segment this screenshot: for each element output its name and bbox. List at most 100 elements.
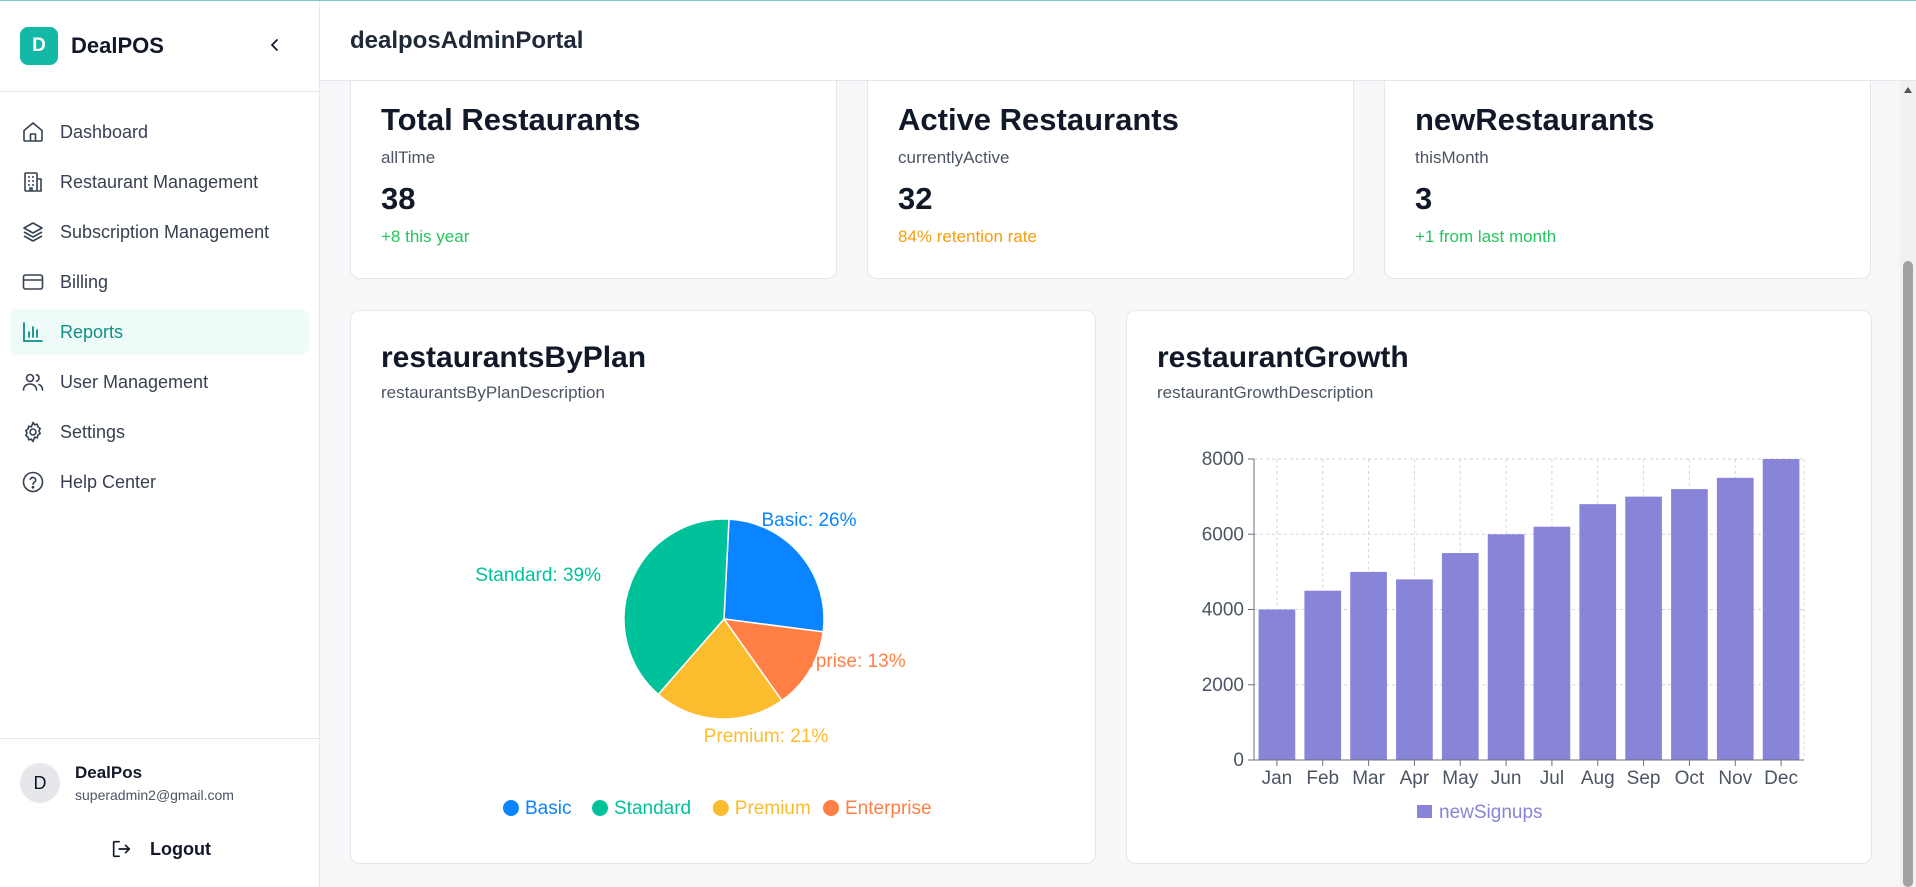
x-tick-label: Dec <box>1764 768 1798 789</box>
sidebar-item-label: Help Center <box>60 471 157 492</box>
legend-label: Premium <box>735 798 811 819</box>
x-tick-label: Jan <box>1262 768 1293 789</box>
y-tick-label: 6000 <box>1202 524 1244 545</box>
legend-item-newsignups[interactable]: newSignups <box>1417 802 1543 823</box>
sidebar-nav: Dashboard Restaurant Management Subscrip… <box>0 109 319 505</box>
bar-jan[interactable] <box>1258 609 1296 761</box>
chart-subtitle: restaurantsByPlanDescription <box>381 383 605 402</box>
pie-label-enterprise: Enterprise: 13% <box>770 651 905 672</box>
pie-slice-basic[interactable] <box>723 518 825 633</box>
help-circle-icon <box>22 471 44 493</box>
logout-icon <box>112 840 131 858</box>
pie-label-basic: Basic: 26% <box>761 510 856 531</box>
bar-aug[interactable] <box>1579 504 1617 760</box>
sidebar-item-settings[interactable]: Settings <box>10 409 309 455</box>
page-scrollbar[interactable] <box>1900 81 1916 887</box>
pie-slice-enterprise[interactable] <box>722 618 825 702</box>
x-tick-label: Feb <box>1306 768 1339 789</box>
pie-slice-standard[interactable] <box>623 518 730 696</box>
x-tick-label: Nov <box>1718 768 1752 789</box>
stat-card-active-restaurants: Active Restaurants currentlyActive 32 84… <box>867 55 1354 279</box>
legend-item-enterprise[interactable]: Enterprise <box>823 798 932 819</box>
pie-slice-premium[interactable] <box>657 617 783 720</box>
x-tick-label: Jun <box>1491 768 1522 789</box>
sidebar-item-billing[interactable]: Billing <box>10 259 309 305</box>
legend-swatch <box>503 800 519 816</box>
scrollbar-thumb[interactable] <box>1903 261 1913 887</box>
bar-jul[interactable] <box>1533 526 1571 760</box>
logout-button[interactable]: Logout <box>110 838 211 860</box>
bar-dec[interactable] <box>1762 459 1800 760</box>
sidebar-item-dashboard[interactable]: Dashboard <box>10 109 309 155</box>
legend-item-standard[interactable]: Standard <box>592 798 691 819</box>
user-email: superadmin2@gmail.com <box>75 787 234 803</box>
top-header: dealposAdminPortal <box>320 1 1916 81</box>
bar-chart: 0 2000 4000 6000 8000 Jan Feb Mar Apr May Jun Jul Au… <box>1202 449 1805 823</box>
stat-note: +8 this year <box>381 227 470 246</box>
layers-icon <box>23 222 43 242</box>
sidebar-item-user-management[interactable]: User Management <box>10 359 309 405</box>
logout-label: Logout <box>150 838 211 859</box>
stat-title: Total Restaurants <box>381 102 641 137</box>
legend-swatch <box>823 800 839 816</box>
bar-chart-icon <box>23 322 43 342</box>
bar-nov[interactable] <box>1716 477 1754 760</box>
x-tick-label: Oct <box>1675 768 1705 789</box>
scroll-up-arrow-icon[interactable] <box>1904 87 1912 93</box>
bar-may[interactable] <box>1441 553 1479 760</box>
chart-subtitle: restaurantGrowthDescription <box>1157 383 1374 402</box>
sidebar-item-label: Settings <box>60 421 126 442</box>
legend-label: newSignups <box>1439 802 1543 823</box>
collapse-sidebar-button[interactable] <box>265 35 285 55</box>
x-tick-label: Jul <box>1540 768 1564 789</box>
user-profile: D DealPos superadmin2@gmail.com Logout <box>0 738 320 887</box>
sidebar-item-reports[interactable]: Reports <box>10 309 309 355</box>
legend-label: Basic <box>525 798 571 819</box>
stat-title: Active Restaurants <box>898 102 1179 137</box>
sidebar-item-label: Dashboard <box>60 121 149 142</box>
sidebar-item-label: Reports <box>60 321 124 342</box>
stat-title: newRestaurants <box>1415 102 1655 137</box>
chevron-left-icon <box>271 39 278 51</box>
stat-subtitle: thisMonth <box>1415 148 1489 167</box>
brand-name: DealPOS <box>71 33 164 58</box>
sidebar-item-label: Subscription Management <box>60 221 270 242</box>
sidebar-item-restaurant-management[interactable]: Restaurant Management <box>10 159 309 205</box>
sidebar-item-label: User Management <box>60 371 209 392</box>
bar-sep[interactable] <box>1625 496 1662 761</box>
bar-feb[interactable] <box>1304 590 1342 760</box>
pie-chart: Basic: 26% Enterprise: 13% Premium: 21% Sta… <box>475 510 932 819</box>
x-tick-label: Apr <box>1400 768 1430 789</box>
users-icon <box>22 373 44 391</box>
sidebar-item-help-center[interactable]: Help Center <box>10 459 309 505</box>
legend-item-premium[interactable]: Premium <box>712 798 811 819</box>
stat-value: 38 <box>381 181 416 216</box>
bar-apr[interactable] <box>1396 579 1433 760</box>
avatar[interactable]: D <box>20 763 60 803</box>
stat-subtitle: allTime <box>381 148 436 167</box>
stat-subtitle: currentlyActive <box>898 148 1010 167</box>
building-icon <box>24 172 42 192</box>
pie-label-premium: Premium: 21% <box>704 726 829 747</box>
sidebar-item-subscription-management[interactable]: Subscription Management <box>10 209 309 255</box>
stat-card-total-restaurants: Total Restaurants allTime 38 +8 this yea… <box>350 55 837 279</box>
x-tick-label: May <box>1442 768 1478 789</box>
bar-mar[interactable] <box>1350 571 1387 761</box>
bar-oct[interactable] <box>1671 489 1708 760</box>
stat-note: +1 from last month <box>1415 227 1557 246</box>
home-icon <box>23 122 43 142</box>
stat-note: 84% retention rate <box>898 227 1037 246</box>
sidebar: D DealPOS Dashboard Restaurant Managemen… <box>0 1 320 887</box>
chart-title: restaurantsByPlan <box>381 341 647 374</box>
legend-item-basic[interactable]: Basic <box>503 798 571 819</box>
bar-jun[interactable] <box>1487 534 1525 760</box>
legend-swatch <box>592 800 608 816</box>
y-tick-label: 8000 <box>1202 449 1244 470</box>
chart-title: restaurantGrowth <box>1157 341 1409 374</box>
x-tick-label: Sep <box>1627 768 1661 789</box>
x-tick-label: Mar <box>1352 768 1385 789</box>
stat-card-new-restaurants: newRestaurants thisMonth 3 +1 from last … <box>1384 55 1871 279</box>
bar-chart-card: restaurantGrowth restaurantGrowthDescrip… <box>1126 310 1872 864</box>
user-name: DealPos <box>75 763 143 782</box>
